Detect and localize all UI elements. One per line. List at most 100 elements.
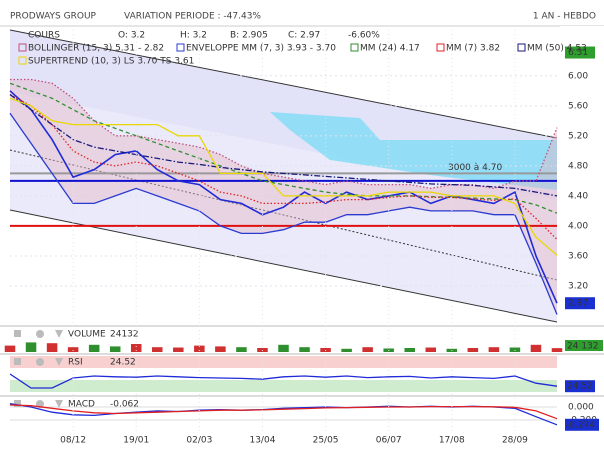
- value-box: [565, 380, 595, 393]
- y-tick-label: 6.00: [568, 71, 588, 81]
- volume-bar: [236, 347, 247, 352]
- volume-bar: [404, 348, 415, 352]
- volume-bar: [299, 347, 310, 352]
- panel-value: 24.52: [110, 358, 136, 368]
- ohlc-info: H: 3.2: [180, 31, 207, 41]
- panel-icon: [55, 400, 63, 408]
- ohlc-info: -6.60%: [348, 31, 380, 41]
- ohlc-info: C: 2.97: [288, 31, 320, 41]
- value-box: [565, 340, 603, 351]
- channel-mid: [9, 149, 558, 281]
- legend-entry: BOLLINGER (15, 3) 5.31 - 2.82: [28, 44, 164, 54]
- value-box-label: -0.274: [566, 420, 595, 430]
- y-tick-label: 4.80: [568, 161, 588, 171]
- price-marker: [565, 297, 595, 310]
- legend-swatch: [18, 43, 27, 52]
- volume-bar: [551, 348, 563, 352]
- y-tick-label: 3.20: [568, 281, 588, 291]
- y-tick-label: 5.20: [568, 131, 588, 141]
- legend-swatch: [436, 43, 445, 52]
- panel-icon: [14, 330, 21, 337]
- panel-icon: [55, 330, 63, 338]
- value-box-label: 24 132: [567, 342, 599, 352]
- volume-bar: [530, 344, 542, 352]
- legend-entry: ENVELOPPE MM (7, 3) 3.93 - 3.70: [186, 44, 336, 54]
- volume-bar: [4, 345, 16, 352]
- cloud: [270, 112, 557, 190]
- volume-bar: [362, 347, 373, 352]
- panel-title: RSI: [68, 358, 83, 368]
- panel-title: VOLUME: [68, 330, 106, 340]
- volume-bar: [425, 347, 437, 352]
- y-tick-label: 4.00: [568, 221, 588, 231]
- x-tick-label: 28/09: [502, 436, 528, 446]
- volume-bar: [46, 343, 58, 352]
- variation: VARIATION PERIODE : -47.43%: [124, 12, 261, 22]
- volume-bar: [173, 347, 184, 352]
- legend-swatch: [350, 43, 359, 52]
- legend-entry: MM (24) 4.17: [360, 44, 420, 54]
- volume-bar: [194, 345, 205, 352]
- price-marker-label: 6.31: [568, 48, 588, 58]
- x-tick-label: 13/04: [249, 436, 275, 446]
- series-line: [9, 90, 558, 304]
- annotation: 3000 à 4.70: [448, 163, 502, 173]
- volume-bar: [109, 346, 121, 352]
- volume-bar: [67, 347, 79, 352]
- volume-bar: [467, 348, 479, 352]
- series-line: [9, 373, 558, 389]
- legend-entry: COURS: [28, 31, 60, 41]
- series-line: [9, 82, 558, 214]
- channel-line: [9, 209, 558, 323]
- x-tick-label: 06/07: [376, 436, 402, 446]
- y-tick-label: 3.60: [568, 251, 588, 261]
- panel-icon: [14, 358, 21, 365]
- x-tick-label: 17/08: [439, 436, 465, 446]
- volume-bar: [152, 347, 163, 352]
- legend-entry: SUPERTREND (10, 3) LS 3.70 TS 3.61: [28, 57, 194, 67]
- series-line: [9, 94, 558, 197]
- volume-bar: [130, 344, 142, 352]
- legend-entry: MM (50) 4.53: [527, 44, 587, 54]
- y-tick-label: 0.000: [568, 402, 594, 412]
- channel-line: [9, 29, 558, 139]
- volume-bar: [88, 344, 100, 352]
- panel-value: 24132: [110, 330, 139, 340]
- value-box: [565, 418, 599, 431]
- y-tick-label: 4.40: [568, 191, 588, 201]
- legend-entry: MM (7) 3.82: [446, 44, 500, 54]
- volume-bar: [488, 347, 500, 352]
- series-line: [9, 97, 558, 256]
- ohlc-info: O: 3.2: [118, 31, 145, 41]
- band-fill: [10, 79, 557, 315]
- panel-icon: [36, 358, 44, 366]
- volume-bar: [215, 346, 226, 352]
- rsi-zone: [10, 380, 557, 392]
- legend: COURS O: 3.2 H: 3.2 B: 2.905 C: 2.97 -6.60% BO…: [18, 31, 587, 67]
- x-tick-label: 19/01: [123, 436, 149, 446]
- panel-icon: [36, 330, 44, 338]
- value-box-label: 24.52: [567, 382, 593, 392]
- legend-swatch: [18, 56, 27, 65]
- y-tick-label: 5.60: [568, 101, 588, 111]
- rsi-zone: [10, 356, 557, 368]
- volume-bar: [509, 347, 521, 352]
- series-line: [9, 112, 558, 315]
- series-line: [9, 94, 558, 240]
- price-marker: [565, 46, 595, 59]
- panel-value: -0.062: [110, 400, 139, 410]
- panel-icon: [55, 358, 63, 366]
- x-tick-label: 25/05: [313, 436, 339, 446]
- panel-title: MACD: [68, 400, 95, 410]
- price-marker-label: 2.97: [568, 299, 588, 309]
- series-line: [9, 404, 558, 420]
- volume-bar: [278, 344, 289, 352]
- ohlc-info: B: 2.905: [230, 31, 268, 41]
- panel-icon: [14, 400, 21, 407]
- legend-swatch: [517, 43, 526, 52]
- period: 1 AN - HEBDO: [533, 12, 596, 22]
- volume-bar: [341, 348, 352, 352]
- legend-swatch: [176, 43, 185, 52]
- x-tick-label: 08/12: [60, 436, 86, 446]
